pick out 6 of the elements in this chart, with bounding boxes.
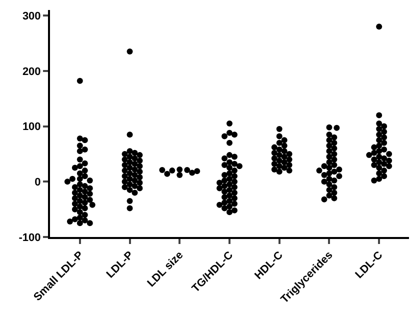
x-tick-label: LDL size [145,249,186,290]
y-tick-label: 100 [22,121,41,134]
y-tick-label: 300 [22,10,41,22]
y-tick-label: -100 [18,232,41,244]
y-tick-label: 200 [22,66,41,78]
y-tick-label: 0 [34,176,41,188]
